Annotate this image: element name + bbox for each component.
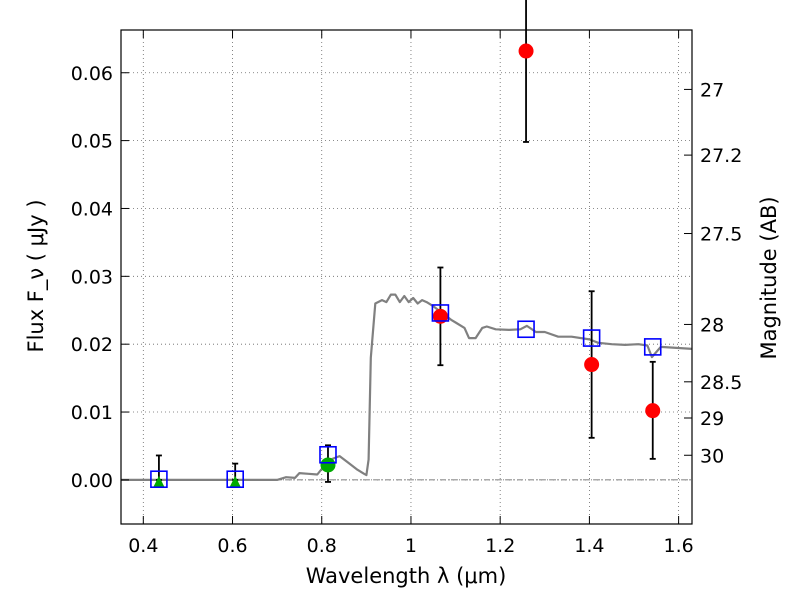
data-point-circle [320,457,336,473]
data-point-circle [518,43,534,59]
y-axis-label-right: Magnitude (AB) [757,196,781,359]
model-point-square [226,470,244,489]
data-point-circle [584,357,600,373]
right-tick-label: 27 [700,79,724,101]
y-tick-label: 0.03 [71,266,113,288]
data-point-circle [645,403,661,419]
y-tick-label: 0.04 [71,198,113,220]
model-point-square [582,329,601,347]
data-point-circle [432,308,448,324]
axis-ticks: 0.4 0.6 0.8 1 1.2 1.4 1.6 0.00 0.01 0.02 0.03 0.04 0… [71,30,742,557]
y-tick-label: 0.00 [71,470,113,492]
data-point-triangle [229,475,242,488]
right-tick-label: 28 [700,314,724,336]
right-tick-label: 29 [700,408,724,430]
model-point-square [643,338,662,356]
x-tick-label: 1.4 [574,535,604,557]
x-tick-label: 0.8 [307,535,337,557]
grid-lines [121,30,692,524]
x-tick-label: 0.4 [128,535,158,557]
model-point-square [431,304,450,322]
x-tick-label: 1.6 [664,535,694,557]
x-tick-label: 0.6 [217,535,247,557]
data-point-triangle [152,475,165,488]
plot-series [121,0,693,489]
right-tick-label: 27.5 [700,224,742,246]
y-tick-label: 0.02 [71,334,113,356]
x-tick-label: 1 [405,535,417,557]
model-spectrum-line [121,293,693,481]
right-tick-label: 28.5 [700,372,742,394]
plot-frame [120,29,693,525]
model-point-square [150,470,168,489]
model-point-square [517,320,535,339]
x-tick-label: 1.2 [485,535,515,557]
right-tick-label: 27.2 [700,145,742,167]
right-tick-label: 30 [700,445,724,467]
y-tick-label: 0.01 [71,402,113,424]
model-point-square [319,445,337,464]
y-tick-label: 0.05 [71,131,113,153]
y-tick-label: 0.06 [71,63,113,85]
x-axis-label: Wavelength λ (μm) [306,564,507,588]
y-axis-label: Flux F_ν ( μJy ) [24,199,49,352]
